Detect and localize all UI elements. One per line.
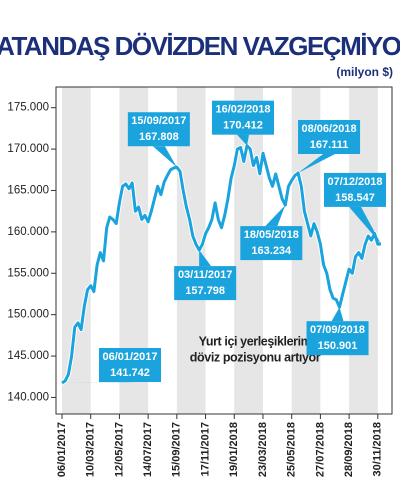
y-tick-label: 140.000 [7, 391, 49, 403]
callout-pointer [62, 382, 136, 384]
callout-box [240, 226, 303, 261]
callout-pointer [349, 206, 381, 244]
callout-value: 163.234 [251, 245, 292, 257]
callout-date: 07/09/2018 [310, 324, 365, 336]
x-tick-label: 14/07/2017 [142, 422, 154, 477]
callout-date: 16/02/2018 [215, 104, 270, 116]
x-tick-label: 23/03/2018 [257, 422, 269, 477]
chart-subtitle: (milyon $) [336, 65, 393, 79]
callout-box [298, 120, 361, 155]
callout-value: 150.901 [318, 340, 358, 352]
x-tick-label: 17/11/2017 [199, 422, 211, 476]
callout-box [174, 266, 237, 301]
callout-date: 06/01/2017 [102, 351, 157, 363]
x-tick-label: 15/09/2017 [171, 422, 183, 477]
x-tick-label: 27/07/2018 [314, 422, 326, 477]
x-tick-label: 06/01/2017 [56, 422, 68, 477]
callout-box [212, 100, 275, 135]
y-tick-label: 150.000 [7, 309, 49, 321]
callout-pointer [152, 146, 177, 168]
chart-title: VATANDAŞ DÖVİZDEN VAZGEÇMİYOR [0, 31, 400, 61]
plot: 140.000 145.000 150.000 155.000 160.000 165.0… [7, 86, 393, 477]
callout-pointer [331, 307, 344, 322]
band [62, 87, 91, 414]
x-tick-label: 30/11/2018 [372, 422, 384, 476]
callout-value: 141.742 [110, 367, 150, 379]
callout-date: 08/06/2018 [302, 123, 357, 135]
callout-date: 18/05/2018 [244, 229, 299, 241]
plot-frame [55, 86, 393, 415]
callout-date: 07/12/2018 [327, 176, 382, 188]
callout-value: 170.412 [223, 120, 263, 132]
callout-date: 03/11/2017 [178, 269, 232, 281]
data-line [61, 144, 382, 385]
callout-value: 158.547 [335, 192, 375, 204]
callout-pointer [237, 134, 250, 146]
callout-value: 167.808 [139, 131, 179, 143]
note: döviz pozisyonu artıyor [190, 350, 321, 364]
y-tick-label: 165.000 [7, 185, 49, 197]
callout-pointer [298, 154, 336, 174]
x-tick-label: 25/05/2018 [286, 422, 298, 477]
y-tick-label: 145.000 [7, 350, 49, 362]
callout-pointer [199, 250, 212, 267]
callout-date: 15/09/2017 [131, 115, 186, 127]
x-tick-label: 28/09/2018 [343, 422, 355, 477]
callout-pointer [265, 205, 286, 227]
callout-value: 157.798 [185, 285, 225, 297]
callout-box [306, 321, 369, 356]
callout-value: 167.111 [310, 139, 349, 151]
callout-box [127, 112, 190, 147]
y-tick-label: 155.000 [7, 267, 49, 279]
y-tick-label: 170.000 [7, 143, 49, 155]
x-tick-label: 10/03/2017 [85, 422, 97, 477]
callout-box [324, 172, 386, 207]
callout-box [99, 348, 161, 383]
note: Yurt içi yerleşiklerim [199, 334, 312, 348]
y-tick-label: 175.000 [7, 102, 49, 114]
y-tick-label: 160.000 [7, 226, 49, 238]
x-tick-label: 12/05/2017 [113, 422, 125, 477]
x-tick-label: 19/01/2018 [228, 422, 240, 477]
